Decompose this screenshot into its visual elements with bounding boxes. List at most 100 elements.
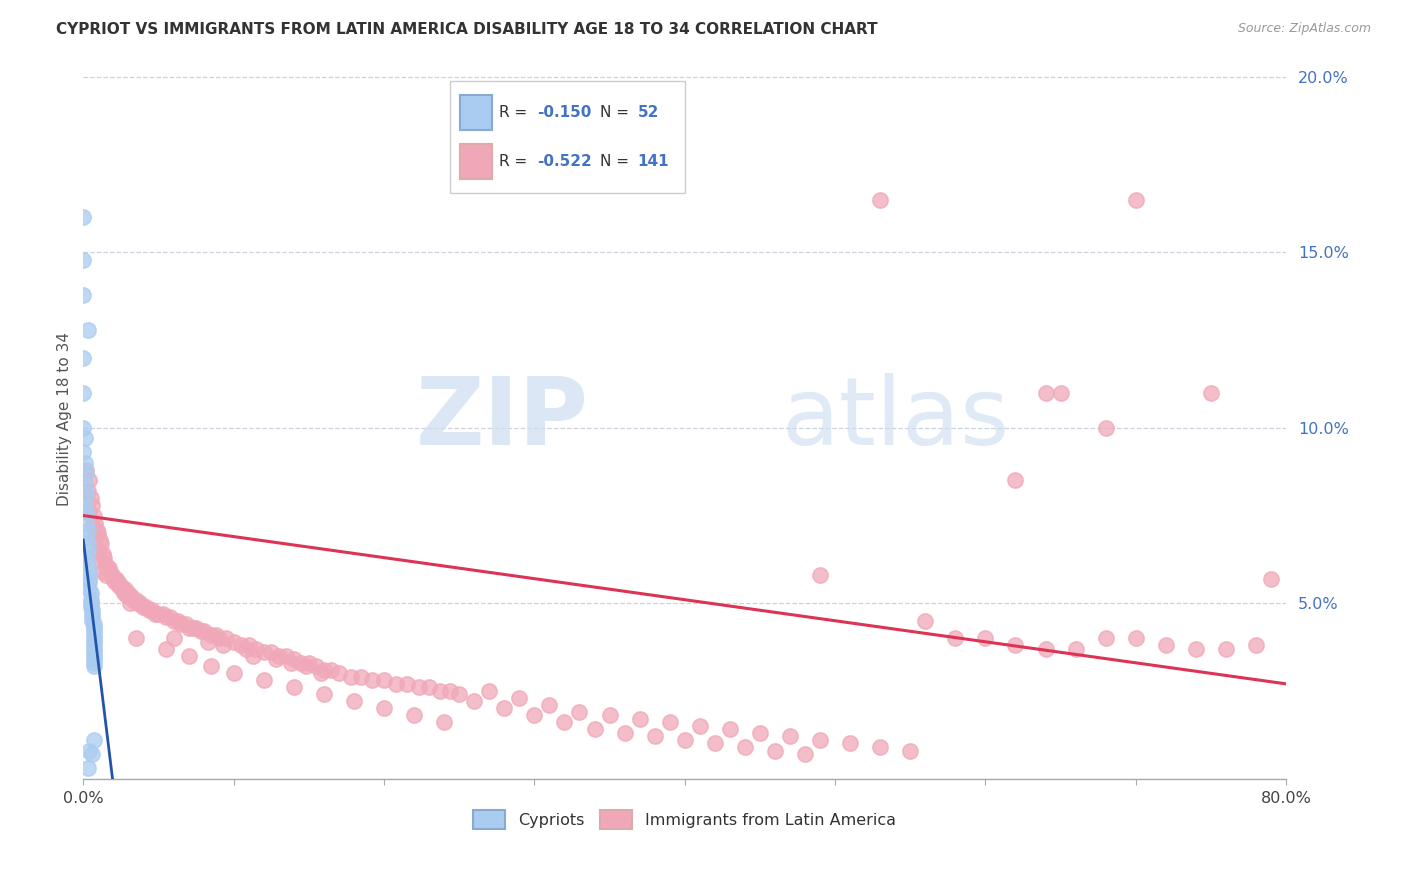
Point bbox=[658, 715, 681, 730]
Point bbox=[439, 684, 461, 698]
Point bbox=[83, 508, 105, 523]
Point bbox=[73, 456, 96, 470]
Point bbox=[1154, 638, 1177, 652]
Point bbox=[295, 659, 318, 673]
Point bbox=[115, 589, 138, 603]
Point bbox=[82, 614, 104, 628]
Point bbox=[76, 761, 98, 775]
Point bbox=[83, 628, 105, 642]
Point bbox=[79, 575, 101, 590]
Point bbox=[112, 585, 135, 599]
Point bbox=[305, 659, 328, 673]
Point bbox=[122, 592, 145, 607]
Point bbox=[83, 645, 105, 659]
Point bbox=[152, 607, 174, 621]
Point bbox=[1035, 385, 1057, 400]
Point bbox=[83, 634, 105, 648]
Point bbox=[1185, 641, 1208, 656]
Point bbox=[312, 687, 335, 701]
Point bbox=[79, 572, 101, 586]
Point bbox=[83, 638, 105, 652]
Point bbox=[253, 645, 276, 659]
Point bbox=[105, 572, 128, 586]
Point bbox=[75, 467, 97, 481]
Point bbox=[1244, 638, 1267, 652]
Point bbox=[79, 505, 101, 519]
Point bbox=[155, 610, 177, 624]
Point bbox=[170, 617, 193, 632]
Point bbox=[914, 614, 936, 628]
Point bbox=[87, 526, 110, 541]
Point bbox=[129, 596, 152, 610]
Point bbox=[583, 723, 606, 737]
Point bbox=[114, 582, 136, 597]
Point bbox=[340, 670, 363, 684]
Legend: Cypriots, Immigrants from Latin America: Cypriots, Immigrants from Latin America bbox=[467, 804, 903, 835]
Point bbox=[107, 575, 129, 590]
Point bbox=[184, 621, 207, 635]
Point bbox=[75, 505, 97, 519]
Point bbox=[212, 638, 235, 652]
Point bbox=[72, 211, 94, 225]
Point bbox=[86, 523, 108, 537]
Point bbox=[433, 715, 456, 730]
Point bbox=[83, 621, 105, 635]
Point bbox=[644, 730, 666, 744]
Point bbox=[79, 743, 101, 757]
Point bbox=[80, 592, 103, 607]
Point bbox=[200, 659, 222, 673]
Point bbox=[76, 536, 98, 550]
Point bbox=[408, 681, 430, 695]
Point bbox=[80, 491, 103, 505]
Point bbox=[72, 287, 94, 301]
Point bbox=[101, 568, 124, 582]
Point bbox=[90, 554, 112, 568]
Point bbox=[204, 628, 226, 642]
Point bbox=[1094, 421, 1116, 435]
Point bbox=[84, 516, 107, 530]
Point bbox=[73, 477, 96, 491]
Point bbox=[76, 483, 98, 498]
Point bbox=[135, 599, 157, 614]
Point bbox=[1004, 474, 1026, 488]
Point bbox=[1094, 632, 1116, 646]
Point bbox=[82, 610, 104, 624]
Text: CYPRIOT VS IMMIGRANTS FROM LATIN AMERICA DISABILITY AGE 18 TO 34 CORRELATION CHA: CYPRIOT VS IMMIGRANTS FROM LATIN AMERICA… bbox=[56, 22, 877, 37]
Point bbox=[118, 596, 141, 610]
Point bbox=[82, 747, 104, 761]
Point bbox=[84, 530, 107, 544]
Point bbox=[599, 708, 621, 723]
Point bbox=[117, 585, 139, 599]
Point bbox=[328, 666, 350, 681]
Point bbox=[72, 351, 94, 365]
Point bbox=[82, 603, 104, 617]
Point bbox=[280, 656, 302, 670]
Point bbox=[83, 652, 105, 666]
Point bbox=[89, 533, 111, 547]
Point bbox=[309, 666, 332, 681]
Point bbox=[174, 617, 197, 632]
Point bbox=[231, 638, 253, 652]
Point bbox=[361, 673, 384, 688]
Point bbox=[215, 632, 238, 646]
Point bbox=[463, 694, 485, 708]
Point bbox=[298, 656, 321, 670]
Point bbox=[79, 582, 101, 597]
Point bbox=[190, 624, 212, 639]
Point bbox=[97, 561, 120, 575]
Point bbox=[267, 648, 290, 663]
Point bbox=[83, 733, 105, 747]
Point bbox=[898, 743, 921, 757]
Point bbox=[734, 739, 756, 754]
Point bbox=[155, 641, 177, 656]
Point bbox=[75, 530, 97, 544]
Point bbox=[779, 730, 801, 744]
Point bbox=[869, 739, 891, 754]
Point bbox=[193, 624, 215, 639]
Point bbox=[141, 603, 163, 617]
Point bbox=[72, 385, 94, 400]
Point bbox=[82, 607, 104, 621]
Point bbox=[1260, 572, 1282, 586]
Point bbox=[673, 733, 696, 747]
Point bbox=[1035, 641, 1057, 656]
